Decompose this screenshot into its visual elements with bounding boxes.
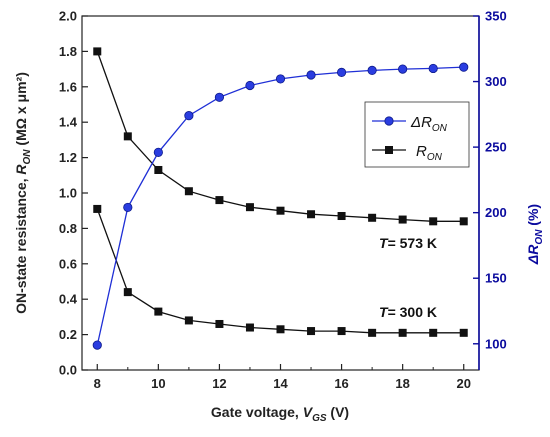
data-point-delta [367, 65, 377, 76]
left-tick-label: 0.4 [59, 292, 78, 307]
legend-marker-delta [384, 116, 394, 126]
data-point-r [215, 319, 224, 328]
x-tick-label: 20 [456, 376, 470, 391]
x-tick-label: 10 [151, 376, 165, 391]
right-tick-label: 200 [485, 205, 507, 220]
annotation-573k: T= 573 K [379, 235, 437, 251]
data-point-r [307, 210, 316, 219]
left-tick-label: 0.8 [59, 221, 77, 236]
left-tick-label: 0.0 [59, 363, 77, 378]
left-tick-label: 2.0 [59, 9, 77, 24]
left-axis-title: ON-state resistance, RON (MΩ x μm²) [13, 72, 33, 314]
data-point-delta [306, 70, 316, 80]
data-point-r [368, 328, 377, 337]
right-tick-label: 300 [485, 74, 507, 89]
data-point-r [184, 187, 193, 196]
right-axis-title: ΔRON (%) [525, 204, 545, 265]
data-point-r [337, 327, 346, 336]
data-point-r [93, 47, 102, 56]
data-point-delta [336, 67, 347, 77]
legend-marker-r [385, 146, 393, 154]
x-tick-label: 12 [212, 376, 226, 391]
data-point-r [398, 328, 407, 337]
data-point-delta [214, 92, 225, 102]
data-point-r [459, 328, 468, 337]
left-axis-ticks: 0.0 0.2 0.4 0.6 0.8 1.0 1.2 1.4 1.6 1.8 2.0 [59, 9, 88, 378]
data-point-r [215, 196, 224, 205]
right-axis-ticks: 100 150 200 250 300 350 [473, 9, 507, 351]
x-tick-label: 18 [395, 376, 409, 391]
left-tick-label: 0.6 [59, 256, 77, 271]
x-axis-ticks: 8 10 12 14 16 18 20 [94, 364, 471, 391]
data-point-delta [245, 80, 255, 91]
data-point-r [154, 307, 163, 316]
data-point-delta [459, 62, 469, 72]
data-point-r [245, 203, 254, 212]
data-point-r [154, 165, 163, 174]
data-point-r [123, 132, 132, 141]
annotation-300k: T= 300 K [379, 304, 437, 320]
left-tick-label: 1.6 [59, 79, 77, 94]
data-point-delta [92, 340, 102, 350]
data-point-r [337, 212, 346, 221]
data-point-r [429, 217, 438, 226]
series-layer [92, 47, 469, 350]
x-tick-label: 16 [334, 376, 348, 391]
data-point-delta [428, 63, 438, 74]
x-tick-label: 8 [94, 376, 101, 391]
legend: ΔRON RON [364, 101, 470, 168]
data-point-delta [275, 74, 286, 84]
data-point-delta [153, 147, 163, 157]
data-point-r [184, 316, 193, 325]
data-point-r [245, 323, 254, 332]
data-point-r [459, 217, 468, 226]
left-tick-label: 1.4 [59, 115, 78, 130]
data-point-r [123, 288, 132, 297]
data-point-r [307, 327, 316, 336]
right-tick-label: 100 [485, 336, 507, 351]
data-point-r [276, 325, 285, 334]
right-tick-label: 350 [485, 9, 507, 24]
data-point-r [93, 204, 102, 213]
right-tick-label: 250 [485, 140, 507, 155]
data-point-delta [398, 64, 408, 74]
left-tick-label: 1.2 [59, 150, 77, 165]
data-point-delta [123, 202, 133, 213]
right-tick-label: 150 [485, 271, 507, 286]
data-point-delta [184, 111, 194, 121]
legend-box [364, 101, 470, 168]
legend-label-delta: ΔRON [410, 114, 448, 134]
left-tick-label: 0.2 [59, 327, 77, 342]
data-point-r [276, 206, 285, 215]
x-axis-title: Gate voltage, VGS (V) [211, 404, 349, 424]
data-point-r [368, 213, 377, 222]
data-point-r [398, 215, 407, 224]
data-point-r [429, 328, 438, 337]
left-tick-label: 1.8 [59, 44, 77, 59]
x-tick-label: 14 [273, 376, 288, 391]
left-tick-label: 1.0 [59, 186, 77, 201]
legend-label-r: RON [416, 143, 443, 163]
